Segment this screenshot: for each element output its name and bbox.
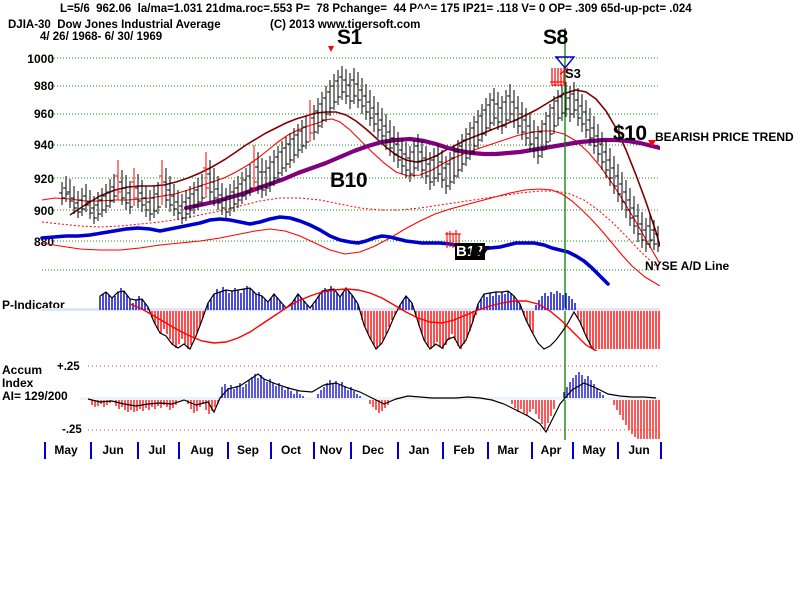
month-label-jun-1: Jun: [102, 443, 124, 457]
accum-scale-top: +.25: [57, 361, 80, 373]
month-tick-feb-9: [442, 442, 444, 459]
header-copyright: (C) 2013 www.tigersoft.com: [270, 19, 421, 31]
header-symbol-title: DJIA-30 Dow Jones Industrial Average: [8, 19, 221, 31]
nyse-ad-line: [40, 215, 610, 286]
signal-box-label-1: B17: [455, 243, 485, 260]
signal-box-label-2: B7: [470, 243, 490, 260]
month-tick-jun-1: [90, 442, 92, 459]
month-tick-jul-2: [137, 442, 139, 459]
month-label-apr-11: Apr: [540, 443, 562, 457]
month-tick-mar-10: [487, 442, 489, 459]
accum-scale-bottom: -.25: [62, 424, 82, 436]
month-label-may-12: May: [582, 443, 606, 457]
p-indicator-label: P-Indicator: [2, 298, 65, 312]
month-label-may-0: May: [54, 443, 78, 457]
month-tick-may-0: [44, 442, 46, 459]
p-indicator-envelope: [99, 287, 598, 351]
month-label-mar-10: Mar: [497, 443, 519, 457]
annotation-dollar-10: $10: [613, 122, 647, 145]
accum-gridlines: [88, 365, 660, 431]
month-tick-dec-7: [350, 442, 352, 459]
month-tick-nov-6: [313, 442, 315, 459]
month-label-aug-3: Aug: [190, 443, 214, 457]
annotation-s1: S1: [337, 26, 362, 49]
month-tick-aug-3: [178, 442, 180, 459]
y-tick-1000: 1000: [27, 52, 54, 66]
month-tick-may-12: [572, 442, 574, 459]
month-label-sep-4: Sep: [236, 443, 259, 457]
y-tick-880: 880: [33, 235, 54, 249]
p-indicator-chart: [42, 286, 660, 351]
y-tick-920: 920: [33, 172, 54, 186]
price-gridlines: [42, 57, 660, 271]
signal-arrow-s1: [328, 46, 334, 52]
month-label-oct-5: Oct: [280, 443, 301, 457]
ma-21-day-line: [69, 89, 660, 247]
p-indicator-negative-bars: [151, 311, 660, 349]
month-tick-sep-4: [227, 442, 229, 459]
y-tick-940: 940: [33, 138, 54, 152]
month-tick-jun-13: [617, 442, 619, 459]
month-label-nov-6: Nov: [319, 443, 343, 457]
month-tick-apr-11: [531, 442, 533, 459]
annotation-s8: S8: [543, 26, 568, 49]
accum-negative-bars: [91, 400, 660, 439]
accum-index-label-line2: Index: [2, 376, 34, 390]
annotation-b10: B10: [330, 169, 368, 192]
accum-index-chart: [80, 372, 660, 439]
annotation-s3: S3: [565, 66, 581, 81]
header-stats-line: L=5/6 962.06 la/ma=1.031 21dma.roc=.553 …: [60, 3, 692, 15]
accum-index-value: AI= 129/200: [2, 389, 68, 403]
p-indicator-ma-line: [129, 288, 598, 351]
y-tick-900: 900: [33, 204, 54, 218]
month-tick-jan-8: [397, 442, 399, 459]
accum-index-label-line1: Accum: [2, 363, 43, 377]
accum-ma-line: [87, 373, 657, 434]
p-indicator-positive-bars: [99, 286, 576, 310]
month-label-jul-2: Jul: [148, 443, 166, 457]
month-label-feb-9: Feb: [453, 443, 475, 457]
y-tick-960: 960: [33, 107, 54, 121]
price-ohlc-bars: [59, 66, 660, 252]
accum-positive-bars: [221, 372, 604, 398]
ma-long-purple-line: [183, 136, 660, 211]
month-label-dec-7: Dec: [361, 443, 384, 457]
annotation-bearish-price-trend: BEARISH PRICE TREND: [655, 130, 794, 144]
header-date-range: 4/ 26/ 1968- 6/ 30/ 1969: [40, 31, 163, 43]
month-axis: May Jun Jul Aug Sep Oct Nov Dec Jan Feb Mar Apr May J…: [0, 440, 800, 462]
month-label-jan-8: Jan: [408, 443, 430, 457]
month-label-jun-13: Jun: [628, 443, 650, 457]
y-tick-980: 980: [33, 79, 54, 93]
month-tick-oct-5: [270, 442, 272, 459]
month-tick-end: [660, 442, 662, 459]
annotation-nyse-ad-line: NYSE A/D Line: [645, 259, 730, 273]
lower-band-line: [41, 188, 660, 286]
mid-band-dotted: [41, 190, 660, 271]
